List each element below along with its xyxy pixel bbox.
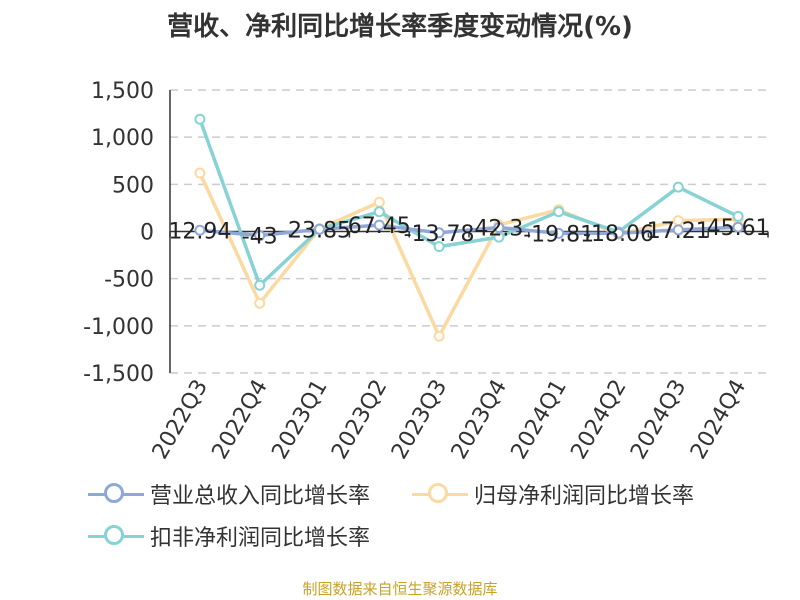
data-point bbox=[373, 206, 385, 218]
x-tick-label: 2024Q2 bbox=[566, 376, 631, 464]
data-point bbox=[194, 224, 206, 236]
x-tick-label: 2022Q4 bbox=[208, 376, 273, 464]
y-tick-label: 1,000 bbox=[91, 126, 154, 151]
data-point bbox=[254, 297, 266, 309]
data-point bbox=[373, 196, 385, 208]
data-point bbox=[433, 330, 445, 342]
data-source-note: 制图数据来自恒生聚源数据库 bbox=[302, 580, 498, 598]
x-tick-label: 2023Q2 bbox=[327, 376, 392, 464]
y-tick-label: -1,500 bbox=[83, 362, 154, 387]
y-tick-label: 1,500 bbox=[91, 79, 154, 104]
series-line bbox=[199, 223, 739, 238]
data-point bbox=[194, 167, 206, 179]
data-point bbox=[732, 210, 744, 222]
series-line bbox=[198, 118, 739, 288]
legend-symbol-net-profit bbox=[412, 479, 468, 509]
data-label: 67.45 bbox=[348, 214, 411, 239]
y-tick-label: 0 bbox=[140, 221, 154, 246]
data-label: 17.21 bbox=[647, 219, 710, 244]
data-point bbox=[433, 227, 445, 239]
legend-label-revenue: 营业总收入同比增长率 bbox=[150, 484, 371, 509]
data-label: -19.81 bbox=[523, 222, 594, 247]
data-point bbox=[732, 221, 744, 233]
data-label: -43 bbox=[242, 225, 278, 250]
data-label: 45.61 bbox=[707, 216, 770, 241]
x-tick-label: 2024Q1 bbox=[507, 376, 572, 464]
data-point bbox=[553, 227, 565, 239]
x-tick-label: 2023Q1 bbox=[267, 376, 332, 464]
y-tick-label: 500 bbox=[112, 173, 154, 198]
x-tick-label: 2023Q4 bbox=[447, 376, 512, 464]
legend-item-deducted-profit[interactable]: 扣非净利润同比增长率 bbox=[88, 520, 370, 552]
data-point bbox=[314, 223, 325, 235]
chart-title: 营收、净利同比增长率季度变动情况(%) bbox=[167, 12, 633, 42]
legend-item-revenue[interactable]: 营业总收入同比增长率 bbox=[88, 478, 370, 510]
data-label: -13.78 bbox=[404, 222, 475, 247]
data-point bbox=[373, 219, 385, 231]
data-point bbox=[672, 181, 684, 193]
data-point bbox=[254, 279, 266, 291]
series-line bbox=[198, 172, 739, 338]
x-tick-label: 2024Q3 bbox=[626, 376, 691, 464]
data-point bbox=[194, 113, 206, 125]
y-tick-label: -1,000 bbox=[83, 315, 154, 340]
data-point bbox=[553, 206, 565, 218]
data-point bbox=[672, 224, 684, 236]
data-point bbox=[493, 222, 505, 234]
x-tick-label: 2023Q3 bbox=[387, 375, 452, 463]
data-point bbox=[254, 230, 266, 242]
data-point bbox=[613, 227, 624, 239]
legend-symbol-deducted-profit bbox=[88, 521, 144, 551]
x-tick-label: 2022Q3 bbox=[148, 376, 213, 464]
data-point bbox=[433, 241, 445, 253]
legend-item-net-profit[interactable]: 归母净利润同比增长率 bbox=[412, 478, 694, 510]
data-label: 23.85 bbox=[288, 218, 351, 243]
data-label: 42.3 bbox=[474, 217, 523, 242]
legend-label-deducted-profit: 扣非净利润同比增长率 bbox=[150, 526, 371, 551]
data-label: 12.94 bbox=[168, 219, 231, 244]
data-label: -18.06 bbox=[583, 222, 654, 247]
legend-label-net-profit: 归母净利润同比增长率 bbox=[474, 484, 695, 509]
y-tick-label: -500 bbox=[104, 268, 154, 293]
x-tick-label: 2024Q4 bbox=[686, 376, 751, 464]
legend-symbol-revenue bbox=[88, 479, 144, 509]
